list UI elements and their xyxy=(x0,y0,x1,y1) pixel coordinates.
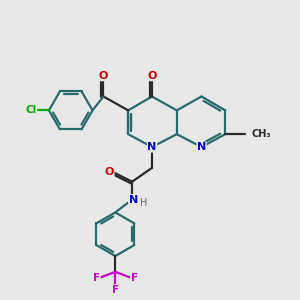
Text: Cl: Cl xyxy=(26,105,37,116)
Text: O: O xyxy=(147,71,157,81)
Text: CH₃: CH₃ xyxy=(251,129,271,139)
Text: F: F xyxy=(130,273,138,283)
Text: N: N xyxy=(128,194,138,205)
Text: N: N xyxy=(197,142,206,152)
Text: N: N xyxy=(147,142,157,152)
Text: H: H xyxy=(140,197,148,208)
Text: F: F xyxy=(93,273,100,283)
Text: O: O xyxy=(105,167,114,177)
Text: F: F xyxy=(112,285,119,295)
Text: O: O xyxy=(99,71,108,81)
